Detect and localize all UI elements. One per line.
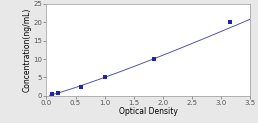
Point [79,86,83,88]
Point [152,58,156,60]
Y-axis label: Concentration(ng/mL): Concentration(ng/mL) [23,8,32,92]
Point [50,93,54,95]
Point [103,77,107,78]
Point [228,21,232,23]
X-axis label: Optical Density: Optical Density [119,108,178,116]
Point [56,92,60,94]
